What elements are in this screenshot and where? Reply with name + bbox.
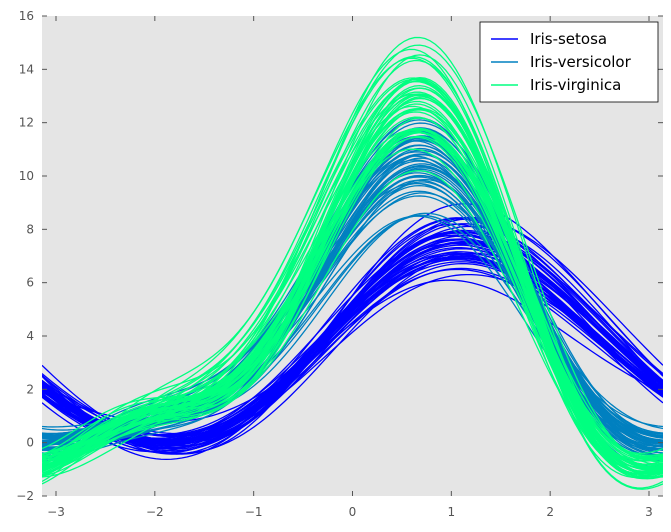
curves-layer — [42, 36, 663, 490]
curve-iris-virginica-46 — [42, 97, 663, 461]
y-tick-label: 4 — [26, 329, 34, 343]
curve-iris-virginica-30 — [42, 93, 663, 463]
curve-iris-setosa-49 — [42, 231, 663, 447]
curve-iris-setosa-47 — [42, 231, 663, 454]
y-tick-label: 2 — [26, 382, 34, 396]
legend-label: Iris-virginica — [530, 76, 621, 94]
y-tick-label: 16 — [19, 9, 34, 23]
curve-iris-virginica-47 — [42, 127, 663, 462]
y-tick-label: 8 — [26, 222, 34, 236]
legend-label: Iris-versicolor — [530, 53, 632, 71]
y-tick-label: 14 — [19, 62, 34, 76]
curve-iris-setosa-41 — [42, 242, 663, 445]
x-tick-label: −1 — [245, 505, 263, 519]
x-tick-label: 0 — [349, 505, 357, 519]
x-tick-label: 2 — [546, 505, 554, 519]
curve-iris-virginica-43 — [42, 132, 663, 473]
series-iris-virginica — [42, 36, 663, 490]
legend: Iris-setosa Iris-versicolor Iris-virginica — [479, 21, 659, 103]
x-tick-label: 3 — [645, 505, 653, 519]
series-iris-setosa — [42, 203, 663, 461]
y-tick-label: 12 — [19, 116, 34, 130]
curve-iris-virginica-50 — [42, 127, 663, 469]
y-tick-label: 0 — [26, 436, 34, 450]
y-tick-label: 10 — [19, 169, 34, 183]
curve-iris-setosa-50 — [42, 248, 663, 442]
y-tick-label: −2 — [16, 489, 34, 503]
x-tick-label: 1 — [448, 505, 456, 519]
x-tick-label: −3 — [47, 505, 65, 519]
y-tick-label: 6 — [26, 276, 34, 290]
legend-label: Iris-setosa — [530, 30, 607, 48]
x-tick-label: −2 — [146, 505, 164, 519]
curve-iris-setosa-44 — [42, 231, 663, 443]
